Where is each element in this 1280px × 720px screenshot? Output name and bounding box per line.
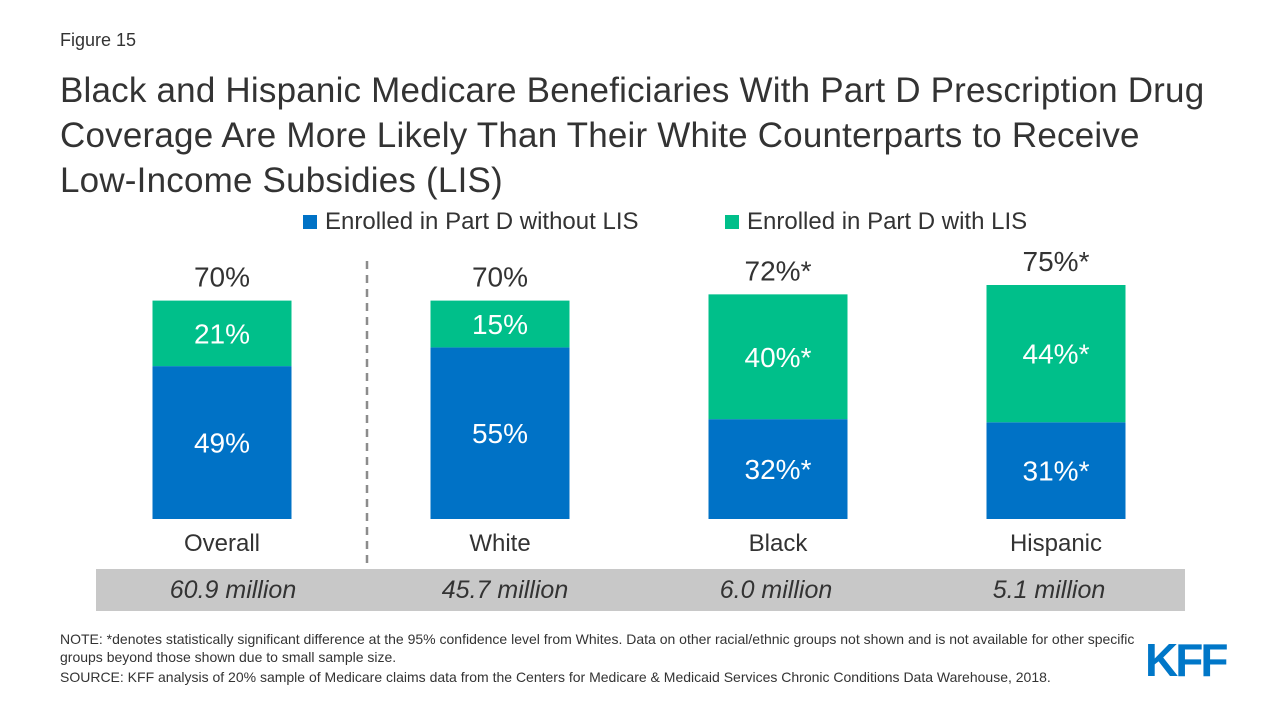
bar-value-label-without-lis-white: 55%	[472, 418, 528, 449]
chart-title: Black and Hispanic Medicare Beneficiarie…	[60, 71, 1205, 200]
legend: Enrolled in Part D without LIS Enrolled …	[0, 208, 1280, 242]
bar-without-lis-white	[430, 347, 570, 519]
category-label-overall: Overall	[184, 530, 260, 557]
footnotes: NOTE: *denotes statistically significant…	[60, 630, 1150, 686]
category-label-black: Black	[749, 530, 809, 557]
bar-value-label-without-lis-black: 32%*	[745, 454, 812, 485]
stacked-bar-chart: 49% 21% 70% Overall 55% 15% 70% White 32%* 40%* 72…	[152, 246, 1126, 565]
count-white: 45.7 million	[441, 576, 569, 604]
bar-with-lis-black	[708, 294, 848, 420]
bar-with-lis-hispanic	[986, 285, 1126, 423]
count-black: 6.0 million	[719, 576, 833, 604]
count-hispanic: 5.1 million	[992, 576, 1106, 604]
bar-value-label-with-lis-black: 40%*	[745, 342, 812, 373]
bar-value-label-with-lis-white: 15%	[472, 309, 528, 340]
bar-value-label-without-lis-hispanic: 31%*	[1023, 456, 1090, 487]
bar-without-lis-overall	[152, 366, 292, 519]
legend-item-with-lis: Enrolled in Part D with LIS	[725, 208, 1027, 236]
bar-with-lis-white	[430, 300, 570, 348]
legend-item-without-lis: Enrolled in Part D without LIS	[303, 208, 639, 236]
kff-logo: KFF	[1145, 634, 1228, 686]
legend-label-without-lis: Enrolled in Part D without LIS	[325, 208, 639, 235]
note-text: NOTE: *denotes statistically significant…	[60, 631, 1135, 665]
total-label-hispanic: 75%*	[1023, 246, 1090, 277]
figure-label: Figure 15	[60, 30, 137, 50]
legend-label-with-lis: Enrolled in Part D with LIS	[747, 208, 1028, 235]
bar-value-label-with-lis-hispanic: 44%*	[1023, 339, 1090, 370]
legend-swatch-without-lis	[303, 215, 317, 229]
bar-with-lis-overall	[152, 300, 292, 367]
bar-value-label-with-lis-overall: 21%	[194, 318, 250, 349]
source-text: SOURCE: KFF analysis of 20% sample of Me…	[60, 669, 1051, 685]
category-label-white: White	[469, 530, 530, 557]
total-label-black: 72%*	[745, 255, 812, 286]
enrollment-counts-band: 60.9 million 45.7 million 6.0 million 5.…	[96, 569, 1185, 611]
count-overall: 60.9 million	[169, 576, 297, 604]
legend-swatch-with-lis	[725, 215, 739, 229]
bar-without-lis-black	[708, 419, 848, 519]
total-label-overall: 70%	[194, 262, 250, 293]
bar-without-lis-hispanic	[986, 422, 1126, 519]
total-label-white: 70%	[472, 262, 528, 293]
bar-value-label-without-lis-overall: 49%	[194, 428, 250, 459]
category-label-hispanic: Hispanic	[1010, 530, 1102, 557]
